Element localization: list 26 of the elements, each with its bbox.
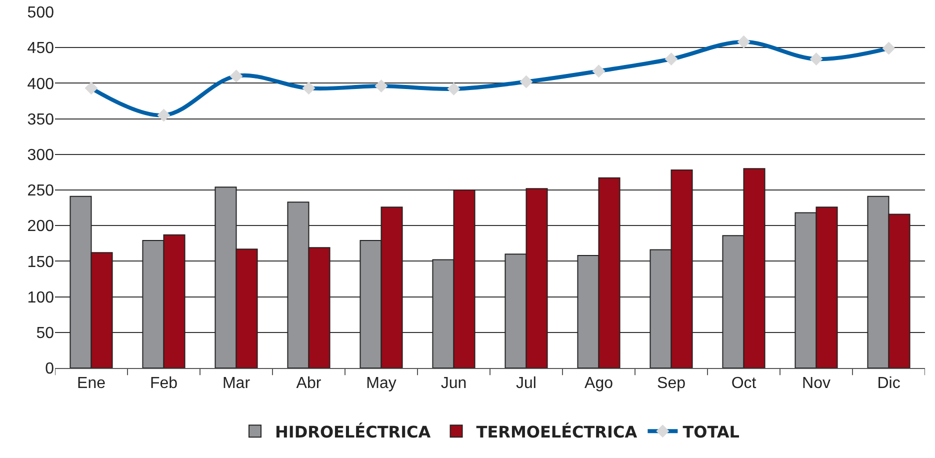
x-tick-label: Oct [731, 375, 757, 392]
y-tick-label: 250 [27, 182, 54, 200]
y-tick-label: 50 [36, 325, 54, 342]
y-tick-label: 300 [27, 147, 54, 164]
legend-label: HIDROELÉCTRICA [275, 422, 432, 442]
x-tick-label: Jun [440, 375, 467, 392]
y-tick-label: 100 [27, 289, 54, 306]
y-tick-label: 350 [27, 111, 54, 128]
x-tick-label: Nov [802, 375, 830, 392]
x-tick-label: Mar [222, 375, 251, 392]
legend-label: TERMOELÉCTRICA [476, 422, 638, 442]
x-tick-label: Feb [150, 375, 178, 392]
x-tick-label: Ago [584, 375, 614, 392]
y-tick-label: 200 [27, 218, 54, 236]
legend-label: TOTAL [682, 422, 740, 442]
x-tick-label: Abr [296, 375, 322, 392]
x-tick-label: Jul [516, 375, 536, 392]
y-tick-label: 150 [27, 254, 54, 271]
y-tick-label: 0 [45, 360, 54, 378]
y-tick-label: 400 [27, 76, 54, 93]
x-tick-label: May [366, 375, 396, 392]
x-tick-label: Ene [77, 375, 106, 392]
y-tick-label: 450 [27, 40, 54, 58]
y-tick-label: 500 [27, 4, 54, 22]
x-tick-label: Sep [657, 375, 686, 392]
x-tick-label: Dic [877, 375, 900, 392]
